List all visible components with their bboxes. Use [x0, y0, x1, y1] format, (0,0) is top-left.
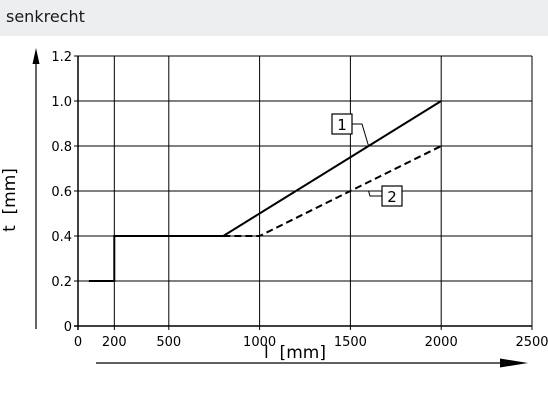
tick-labels: 0 200 500 1000 1500 2000 2500 0 0.2 0.4 0.6 0.8 1.0 1…: [51, 50, 548, 350]
series-group: [88, 100, 442, 282]
callout-box-2: [381, 185, 403, 207]
y-tick-label: 1.0: [51, 95, 72, 110]
x-tick-label: 1500: [334, 335, 367, 350]
y-tick-label: 0.4: [51, 230, 72, 245]
y-tick-label: 0.8: [51, 140, 72, 155]
x-tick-label: 1000: [243, 335, 276, 350]
x-tick-label: 0: [74, 335, 82, 350]
callout-label-2: 2: [387, 188, 397, 206]
grid: [78, 55, 533, 326]
series-line-1: [88, 100, 442, 282]
callout-box-1: [331, 113, 353, 135]
page-title: senkrecht: [6, 7, 85, 26]
x-tick-label: 2000: [425, 335, 458, 350]
y-tick-label: 0.2: [51, 275, 72, 290]
x-tick-label: 500: [156, 335, 181, 350]
y-axis-label: t [mm]: [0, 168, 20, 232]
callout-label-1: 1: [337, 116, 347, 134]
line-chart: 12 0 200 500 1000 1500 2000 250000.20.40.60.81…: [0, 48, 548, 368]
header-bar: senkrecht: [0, 0, 548, 36]
x-tick-label: 200: [102, 335, 127, 350]
y-tick-label: 0: [64, 320, 72, 335]
callouts: 12: [331, 113, 403, 207]
x-axis-label: l [mm]: [264, 343, 326, 363]
series-line-2: [223, 145, 442, 237]
y-tick-label: 1.2: [51, 50, 72, 65]
x-direction-arrowhead: [500, 358, 528, 368]
callout-leader-1: [352, 123, 370, 147]
x-tick-label: 2500: [515, 335, 548, 350]
callout-leader-2: [368, 190, 382, 197]
axes: [32, 48, 533, 368]
y-direction-arrowhead: [32, 48, 40, 64]
y-tick-label: 0.6: [51, 185, 72, 200]
